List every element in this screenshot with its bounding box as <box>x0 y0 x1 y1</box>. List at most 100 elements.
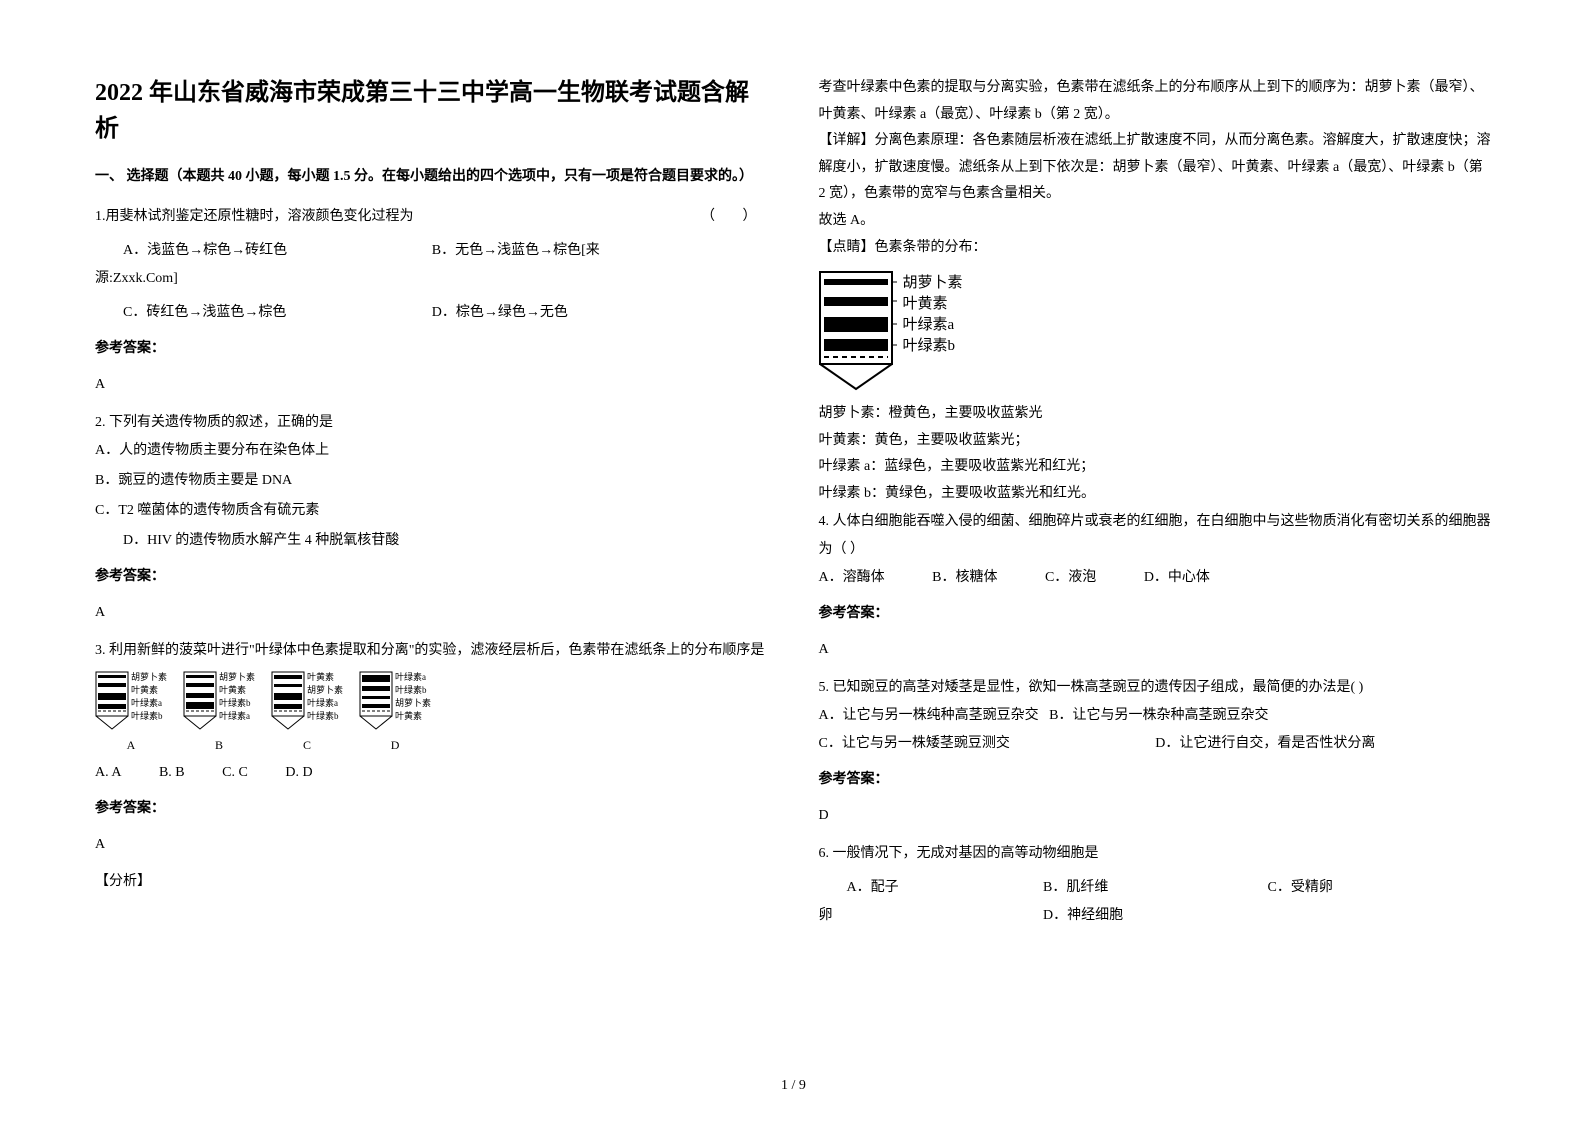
page-footer: 1 / 9 <box>0 1078 1587 1094</box>
q3-point: 【点睛】色素条带的分布： <box>819 235 1493 262</box>
chromatography-big-figure: 胡萝卜素 叶黄素 叶绿素a 叶绿素b <box>819 271 1493 391</box>
strip-icon <box>359 671 393 731</box>
q2-opt-c: C．T2 噬菌体的遗传物质含有硫元素 <box>95 497 769 525</box>
q3-opt-c: C. C <box>222 765 248 780</box>
q1-opt-d: D．棕色→绿色→无色 <box>432 299 769 327</box>
q5-opt-b: B．让它与另一株杂种高茎豌豆杂交 <box>1049 708 1268 723</box>
q4-opt-d: D．中心体 <box>1144 570 1210 585</box>
strip-a-l4: 叶绿素b <box>131 710 167 722</box>
answer-label: 参考答案： <box>95 335 769 363</box>
q4-opt-c: C．液泡 <box>1045 570 1096 585</box>
big-l1: 胡萝卜素 <box>903 273 963 294</box>
q6-num: 6. <box>819 846 830 861</box>
q3-analysis: 考查叶绿素中色素的提取与分离实验，色素带在滤纸条上的分布顺序从上到下的顺序为：胡… <box>819 75 1493 128</box>
q3-stem: 利用新鲜的菠菜叶进行"叶绿体中色素提取和分离"的实验，滤液经层析后，色素带在滤纸… <box>109 643 764 658</box>
strip-a-l2: 叶黄素 <box>131 684 167 696</box>
q3-opt-d: D. D <box>285 765 312 780</box>
strip-c-l1: 叶黄素 <box>307 671 343 683</box>
strip-a-l1: 胡萝卜素 <box>131 671 167 683</box>
answer-label: 参考答案： <box>819 600 1493 628</box>
q3-detail-text: 分离色素原理：各色素随层析液在滤纸上扩散速度不同，从而分离色素。溶解度大，扩散速… <box>819 133 1491 201</box>
q6-opt-a: A．配子 <box>819 874 1044 902</box>
strip-d-caption: D <box>359 733 431 757</box>
question-4: 4. 人体白细胞能吞噬入侵的细菌、细胞碎片或衰老的红细胞，在白细胞中与这些物质消… <box>819 508 1493 664</box>
strip-d-l4: 叶黄素 <box>395 710 431 722</box>
strip-a-caption: A <box>95 733 167 757</box>
q3-detail: 【详解】分离色素原理：各色素随层析液在滤纸上扩散速度不同，从而分离色素。溶解度大… <box>819 128 1493 208</box>
point-label: 【点睛】 <box>819 240 875 255</box>
q5-opt-a: A．让它与另一株纯种高茎豌豆杂交 <box>819 708 1039 723</box>
q2-answer: A <box>95 599 769 627</box>
answer-label: 参考答案： <box>95 795 769 823</box>
strip-b-caption: B <box>183 733 255 757</box>
q2-opt-d: D．HIV 的遗传物质水解产生 4 种脱氧核苷酸 <box>95 527 769 555</box>
strip-d-l2: 叶绿素b <box>395 684 431 696</box>
pigment-fact-3: 叶绿素 a：蓝绿色，主要吸收蓝紫光和红光； <box>819 454 1493 481</box>
strip-d-l1: 叶绿素a <box>395 671 431 683</box>
chromatography-strip-d: 叶绿素a 叶绿素b 胡萝卜素 叶黄素 <box>359 671 431 731</box>
right-column: 考查叶绿素中色素的提取与分离实验，色素带在滤纸条上的分布顺序从上到下的顺序为：胡… <box>819 75 1493 1082</box>
strip-c-l4: 叶绿素b <box>307 710 343 722</box>
strip-icon <box>183 671 217 731</box>
question-2: 2. 下列有关遗传物质的叙述，正确的是 A．人的遗传物质主要分布在染色体上 B．… <box>95 409 769 627</box>
strip-b-l1: 胡萝卜素 <box>219 671 255 683</box>
section-heading: 一、 选择题（本题共 40 小题，每小题 1.5 分。在每小题给出的四个选项中，… <box>95 165 769 189</box>
q4-answer: A <box>819 636 1493 664</box>
big-strip-icon <box>819 271 897 391</box>
q2-stem: 下列有关遗传物质的叙述，正确的是 <box>109 415 333 430</box>
q1-opt-c: C．砖红色→浅蓝色→棕色 <box>95 299 432 327</box>
q3-figure-row: 胡萝卜素 叶黄素 叶绿素a 叶绿素b A <box>95 671 769 757</box>
q3-options: A. A B. B C. C D. D <box>95 759 769 787</box>
strip-b-l3: 叶绿素b <box>219 697 255 709</box>
strip-b-l2: 叶黄素 <box>219 684 255 696</box>
big-l2: 叶黄素 <box>903 294 963 315</box>
q1-opt-b: B．无色→浅蓝色→棕色[来 <box>432 237 769 265</box>
detail-label: 【详解】 <box>819 133 875 148</box>
exam-title: 2022 年山东省威海市荣成第三十三中学高一生物联考试题含解析 <box>95 75 769 147</box>
answer-label: 参考答案： <box>819 766 1493 794</box>
pigment-fact-4: 叶绿素 b：黄绿色，主要吸收蓝紫光和红光。 <box>819 481 1493 508</box>
question-5: 5. 已知豌豆的高茎对矮茎是显性，欲知一株高茎豌豆的遗传因子组成，最简便的办法是… <box>819 674 1493 830</box>
q3-opt-b: B. B <box>159 765 185 780</box>
q2-opt-b: B．豌豆的遗传物质主要是 DNA <box>95 467 769 495</box>
chromatography-strip-c: 叶黄素 胡萝卜素 叶绿素a 叶绿素b <box>271 671 343 731</box>
strip-icon <box>95 671 129 731</box>
strip-b-l4: 叶绿素a <box>219 710 255 722</box>
q1-opt-a: A．浅蓝色→棕色→砖红色 <box>95 237 432 265</box>
chromatography-strip-a: 胡萝卜素 叶黄素 叶绿素a 叶绿素b <box>95 671 167 731</box>
q6-opt-d: D．神经细胞 <box>1043 902 1268 930</box>
q4-stem: 人体白细胞能吞噬入侵的细菌、细胞碎片或衰老的红细胞，在白细胞中与这些物质消化有密… <box>819 514 1491 557</box>
q5-answer: D <box>819 802 1493 830</box>
answer-label: 参考答案： <box>95 563 769 591</box>
q3-answer: A <box>95 831 769 859</box>
strip-c-caption: C <box>271 733 343 757</box>
q1-paren: （ ） <box>701 203 769 231</box>
question-1: 1. 用斐林试剂鉴定还原性糖时，溶液颜色变化过程为 （ ） A．浅蓝色→棕色→砖… <box>95 203 769 399</box>
q6-opt-c: C．受精卵 <box>1268 874 1493 902</box>
q3-detail-suffix: 故选 A。 <box>819 208 1493 235</box>
question-3: 3. 利用新鲜的菠菜叶进行"叶绿体中色素提取和分离"的实验，滤液经层析后，色素带… <box>95 637 769 896</box>
strip-icon <box>271 671 305 731</box>
q5-num: 5. <box>819 680 830 695</box>
question-6: 6. 一般情况下，无成对基因的高等动物细胞是 A．配子 B．肌纤维 C．受精卵 … <box>819 840 1493 930</box>
q1-stem: 用斐林试剂鉴定还原性糖时，溶液颜色变化过程为 <box>106 203 414 231</box>
q4-num: 4. <box>819 514 830 529</box>
q6-stem: 一般情况下，无成对基因的高等动物细胞是 <box>833 846 1099 861</box>
q5-stem: 已知豌豆的高茎对矮茎是显性，欲知一株高茎豌豆的遗传因子组成，最简便的办法是( ) <box>833 680 1364 695</box>
q5-opt-c: C．让它与另一株矮茎豌豆测交 <box>819 730 1156 758</box>
pigment-fact-2: 叶黄素：黄色，主要吸收蓝紫光； <box>819 428 1493 455</box>
strip-c-l2: 胡萝卜素 <box>307 684 343 696</box>
q4-opt-b: B．核糖体 <box>932 570 997 585</box>
q3-num: 3. <box>95 643 106 658</box>
q1-answer: A <box>95 371 769 399</box>
q2-opt-a: A．人的遗传物质主要分布在染色体上 <box>95 437 769 465</box>
q6-opt-c2: 卵 <box>819 902 1044 930</box>
big-l4: 叶绿素b <box>903 336 963 357</box>
q1-src: 源:Zxxk.Com] <box>95 265 769 293</box>
q3-opt-a: A. A <box>95 765 121 780</box>
q1-num: 1. <box>95 203 106 231</box>
q4-opt-a: A．溶酶体 <box>819 570 885 585</box>
analysis-label: 【分析】 <box>95 869 769 896</box>
q2-num: 2. <box>95 415 106 430</box>
pigment-fact-1: 胡萝卜素：橙黄色，主要吸收蓝紫光 <box>819 401 1493 428</box>
